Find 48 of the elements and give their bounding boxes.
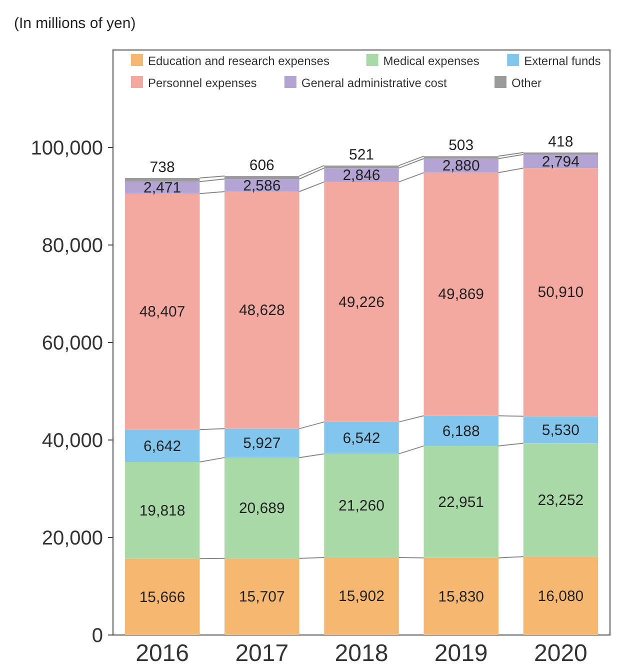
data-label: 5,530: [542, 422, 580, 439]
legend-label: General administrative cost: [301, 76, 448, 90]
x-tick-label: 2017: [235, 640, 289, 667]
data-label: 15,707: [238, 588, 285, 606]
data-label: 418: [548, 133, 574, 150]
y-tick-label: 100,000: [30, 138, 103, 160]
legend-label: Medical expenses: [383, 54, 480, 68]
legend-label: External funds: [524, 54, 601, 68]
x-tick-label: 2016: [136, 640, 189, 667]
data-label: 48,407: [139, 304, 186, 321]
data-label: 6,542: [342, 430, 380, 447]
data-label: 19,818: [139, 502, 186, 520]
x-tick-label: 2019: [434, 640, 488, 667]
data-label: 23,252: [538, 492, 584, 509]
data-label: 15,902: [338, 588, 384, 606]
x-tick-label: 2018: [334, 640, 388, 667]
data-label: 2,794: [542, 153, 580, 170]
data-label: 16,080: [538, 588, 584, 605]
data-label: 15,830: [438, 588, 484, 606]
y-tick-label: 60,000: [42, 332, 103, 354]
y-tick-label: 0: [92, 625, 103, 647]
data-label: 606: [249, 157, 274, 174]
data-label: 2,846: [342, 167, 380, 184]
data-label: 2,471: [144, 180, 182, 197]
y-tick-label: 20,000: [42, 528, 103, 550]
y-tick-label: 80,000: [42, 235, 103, 257]
data-label: 15,666: [139, 588, 186, 606]
data-label: 22,951: [438, 494, 484, 511]
y-tick-label: 40,000: [42, 430, 103, 452]
data-label: 50,910: [538, 284, 584, 302]
data-label: 6,642: [144, 438, 182, 455]
data-label: 21,260: [338, 498, 384, 515]
data-label: 503: [448, 137, 474, 154]
x-tick-label: 2020: [534, 640, 588, 667]
y-axis-title: (In millions of yen): [14, 15, 136, 32]
data-label: 738: [150, 159, 175, 176]
data-label: 2,880: [442, 158, 480, 175]
data-label: 2,586: [243, 177, 281, 194]
data-label: 49,869: [438, 286, 484, 304]
data-label: 20,689: [238, 500, 285, 517]
data-label: 48,628: [238, 302, 285, 320]
legend-label: Other: [512, 76, 542, 90]
data-label: 49,226: [338, 294, 384, 311]
data-label: 521: [348, 146, 374, 164]
legend-label: Education and research expenses: [148, 54, 330, 68]
data-label: 6,188: [442, 422, 480, 440]
data-label: 5,927: [243, 435, 281, 452]
legend-label: Personnel expenses: [148, 76, 257, 90]
